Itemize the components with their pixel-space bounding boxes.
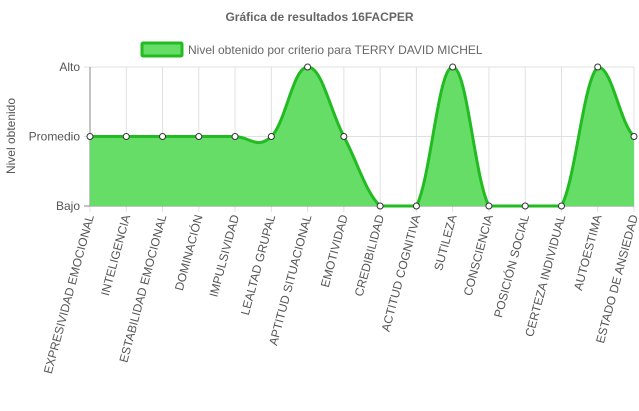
- x-tick-label: ACTITUD COGNITIVA: [379, 213, 424, 333]
- data-point[interactable]: [630, 133, 638, 140]
- x-tick-label: EMOTIVIDAD: [318, 213, 351, 289]
- x-tick-label: CREDIBILIDAD: [352, 213, 387, 298]
- x-tick-label: CERTEZA INDIVIDUAL: [522, 213, 568, 338]
- legend[interactable]: Nivel obtenido por criterio para TERRY D…: [140, 41, 483, 58]
- data-point[interactable]: [122, 133, 130, 140]
- data-point[interactable]: [412, 202, 420, 210]
- x-tick-label: LEALTAD GRUPAL: [238, 213, 278, 317]
- x-tick-label: CONSCIENCIA: [461, 213, 496, 297]
- y-tick-labels: Bajo Promedio Alto: [29, 60, 81, 213]
- legend-label: Nivel obtenido por criterio para TERRY D…: [188, 43, 483, 57]
- data-point[interactable]: [521, 202, 529, 210]
- data-point[interactable]: [159, 133, 167, 140]
- series-fill: [90, 67, 634, 206]
- legend-swatch: [140, 41, 184, 58]
- data-point[interactable]: [485, 202, 493, 210]
- data-point[interactable]: [449, 63, 457, 71]
- x-tick-label: EXPRESIVIDAD EMOCIONAL: [41, 213, 97, 375]
- y-tick-label: Bajo: [56, 199, 80, 213]
- data-point[interactable]: [231, 133, 239, 140]
- data-point[interactable]: [304, 63, 312, 71]
- x-tick-label: DOMINACIÓN: [171, 213, 206, 292]
- data-point[interactable]: [86, 133, 94, 140]
- x-tick-label: POSICIÓN SOCIAL: [490, 213, 532, 320]
- y-tick-label: Promedio: [29, 130, 81, 144]
- x-tick-label: AUTOESTIMA: [571, 213, 605, 292]
- data-point[interactable]: [557, 202, 565, 210]
- data-point[interactable]: [340, 133, 348, 140]
- data-point[interactable]: [594, 63, 602, 71]
- x-tick-labels: EXPRESIVIDAD EMOCIONAL INTELIGENCIAESTABI…: [41, 213, 639, 376]
- data-point[interactable]: [376, 202, 384, 210]
- y-tick-label: Alto: [59, 60, 80, 74]
- data-point[interactable]: [267, 133, 275, 140]
- x-tick-label: SUTILEZA: [431, 213, 459, 272]
- chart-title: Gráfica de resultados 16FACPER: [225, 10, 413, 24]
- x-tick-label: INTELIGENCIA: [98, 213, 133, 297]
- y-axis-title: Nivel obtenido: [4, 98, 18, 174]
- data-point[interactable]: [195, 133, 203, 140]
- x-tick-label: IMPULSIVIDAD: [207, 213, 243, 299]
- series-area: [86, 63, 638, 210]
